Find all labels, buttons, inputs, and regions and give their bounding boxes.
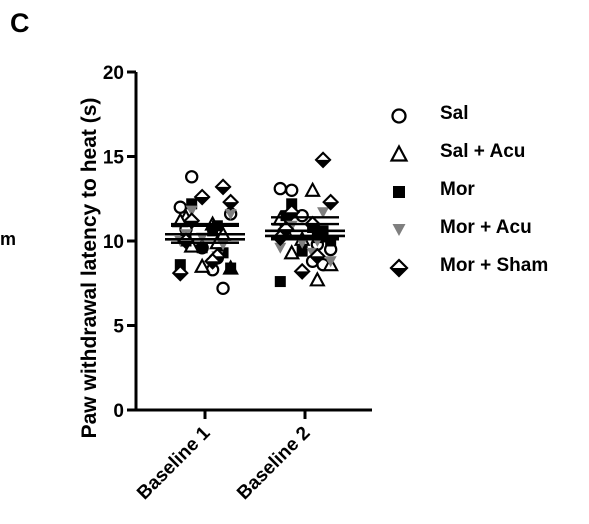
open-diamond-point <box>308 247 326 265</box>
open-circle-point <box>216 281 230 296</box>
open-triangle-marker-icon <box>389 144 409 162</box>
diamond-fill <box>216 186 231 194</box>
open-circle-point <box>173 200 187 214</box>
axes: 0 5 10 15 20 Baseline 1 Baseline 2 <box>103 63 372 504</box>
cropped-text: m <box>0 229 17 249</box>
summary-lines <box>165 216 345 244</box>
open-diamond-point <box>204 252 222 270</box>
x-tick-label: Baseline 2 <box>233 423 314 504</box>
diamond-fill <box>295 271 310 279</box>
filled-triangle-down-marker-icon <box>392 224 406 236</box>
x-tick-label: Baseline 1 <box>133 422 215 504</box>
filled-square-point <box>274 276 286 288</box>
legend-label: Sal + Acu <box>440 141 526 162</box>
filled-square-point <box>296 245 308 257</box>
filled-square-point <box>280 210 292 222</box>
filled-triangle-down-point <box>185 205 198 217</box>
filled-square-point <box>225 262 237 274</box>
open-diamond-point <box>193 188 211 206</box>
filled-square-point <box>217 247 229 259</box>
filled-square-point <box>186 198 198 210</box>
legend-label: Sal <box>440 103 469 124</box>
open-diamond-point <box>214 178 232 196</box>
open-triangle-point <box>309 271 326 287</box>
filled-square-point <box>207 225 219 237</box>
open-diamond-point <box>283 203 301 221</box>
diamond-fill <box>284 212 299 220</box>
y-tick-label: 10 <box>103 232 124 253</box>
open-triangle-point <box>304 181 321 197</box>
open-circle-point <box>273 181 287 196</box>
filled-triangle-down-point <box>224 208 237 220</box>
open-circle-marker-icon <box>391 108 407 124</box>
panel-label: C <box>10 8 30 38</box>
diamond-fill <box>323 202 338 210</box>
open-diamond-point <box>222 193 240 211</box>
y-tick-label: 0 <box>113 401 124 422</box>
legend-label: Mor + Acu <box>440 217 532 238</box>
diamond-fill <box>173 273 188 281</box>
filled-triangle-down-point <box>317 207 330 219</box>
open-triangle-point <box>283 244 300 260</box>
open-circle-point <box>285 183 299 197</box>
filled-square-point <box>196 242 208 254</box>
open-diamond-marker-icon <box>389 258 409 278</box>
y-axis-label: Paw withdrawal latency to heat (s) <box>78 98 101 439</box>
open-diamond-point <box>314 151 332 169</box>
open-diamond-point <box>293 262 311 280</box>
open-circle-point <box>184 170 199 184</box>
diamond-fill <box>205 261 220 269</box>
diamond-fill <box>195 197 210 205</box>
diamond-fill <box>223 202 238 210</box>
diamond-fill <box>310 256 325 264</box>
y-tick-label: 5 <box>113 317 124 338</box>
y-tick-label: 20 <box>103 63 124 84</box>
open-diamond-point <box>171 264 189 282</box>
legend-label: Mor <box>440 179 475 200</box>
filled-triangle-down-point <box>324 256 337 268</box>
diamond-fill <box>316 159 331 167</box>
filled-square-marker-icon <box>393 186 405 198</box>
y-tick-label: 15 <box>103 148 125 169</box>
open-triangle-point <box>193 257 211 273</box>
filled-square-point <box>325 235 337 247</box>
legend-label: Mor + Sham <box>440 255 549 276</box>
open-diamond-point <box>322 193 340 211</box>
filled-triangle-down-point <box>274 242 287 254</box>
diamond-fill <box>305 224 320 232</box>
